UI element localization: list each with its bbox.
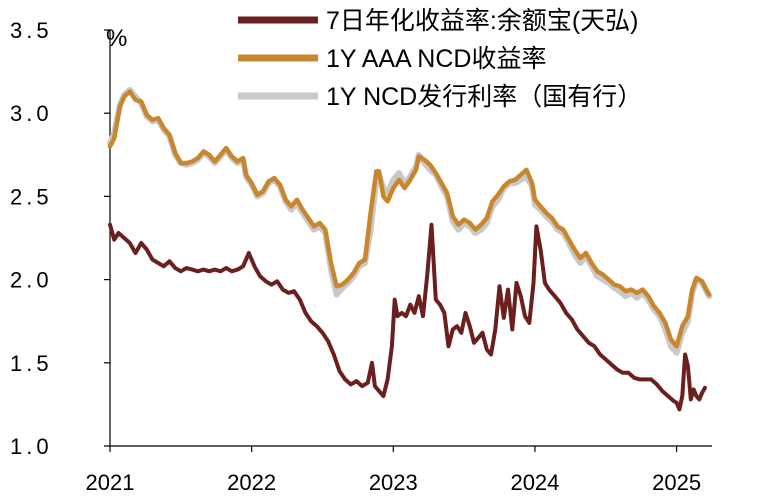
y-ticks: 1.0 1.5 2.0 2.5 3.0 3.5 xyxy=(10,18,110,459)
x-tick-label: 2024 xyxy=(510,470,559,495)
x-tick-label: 2025 xyxy=(652,470,701,495)
series-line-2 xyxy=(107,89,712,349)
x-ticks: 2021 2022 2023 2024 2025 xyxy=(86,446,701,495)
x-tick-label: 2021 xyxy=(86,470,135,495)
y-tick-label: 3.5 xyxy=(10,18,53,43)
legend: 7日年化收益率:余额宝(天弘) 1Y AAA NCD收益率 1Y NCD发行利率（国… xyxy=(238,7,642,111)
y-tick-label: 2.0 xyxy=(10,268,53,293)
series-lines xyxy=(107,86,713,412)
y-tick-label: 3.0 xyxy=(10,101,53,126)
unit-label: % xyxy=(106,25,127,52)
y-tick-label: 2.5 xyxy=(10,184,53,209)
series-line-3 xyxy=(108,222,707,412)
y-tick-label: 1.5 xyxy=(10,351,53,376)
y-tick-label: 1.0 xyxy=(10,434,53,459)
x-tick-label: 2022 xyxy=(227,470,276,495)
legend-label: 1Y AAA NCD收益率 xyxy=(326,45,546,73)
series-line-1 xyxy=(107,86,713,356)
legend-label: 1Y NCD发行利率（国有行） xyxy=(326,83,642,111)
axes xyxy=(109,30,712,447)
legend-label: 7日年化收益率:余额宝(天弘) xyxy=(326,7,639,35)
x-tick-label: 2023 xyxy=(369,470,418,495)
